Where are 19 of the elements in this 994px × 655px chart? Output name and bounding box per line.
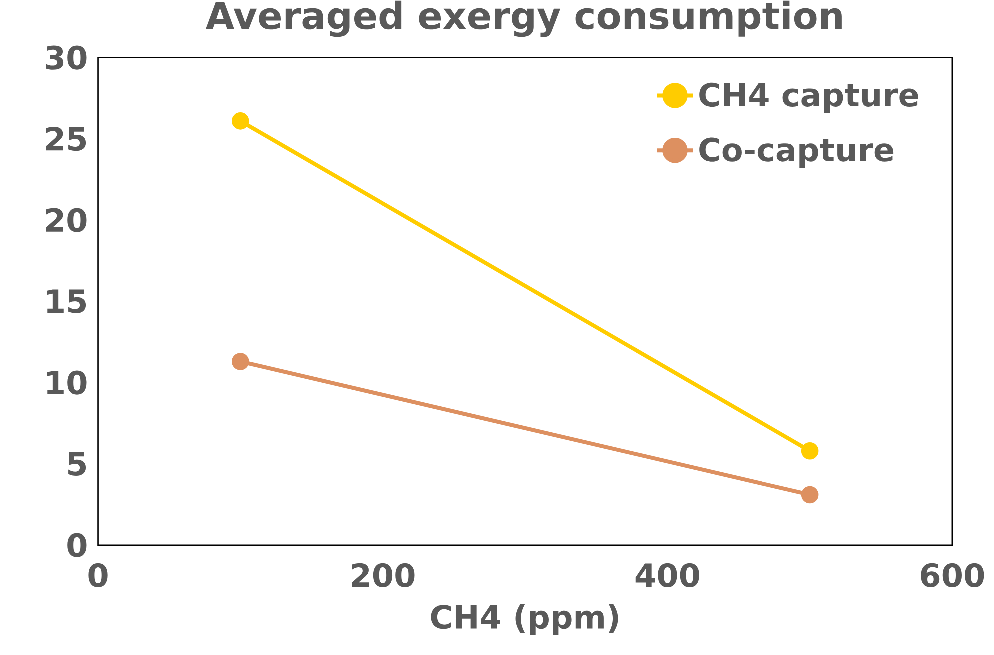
legend-label: CH4 capture [700,82,918,114]
y-tick-label: 5 [68,452,86,476]
chart-title: Averaged exergy consumption [206,0,842,38]
y-tick-label: 15 [48,290,86,314]
y-tick-label: 10 [48,370,87,395]
x-tick-label: 600 [921,563,984,588]
y-tick-label: 0 [68,533,87,558]
x-tick-label: 0 [88,563,108,588]
x-tick-label: 400 [636,563,700,588]
y-tick-label: 25 [46,127,86,152]
x-axis-title: CH4 (ppm) [431,604,618,636]
x-tick-label: 200 [352,563,415,588]
point [801,442,819,460]
point [232,112,250,130]
point [801,486,819,504]
y-tick-label: 20 [46,208,87,232]
y-tick-label: 30 [46,46,87,70]
legend-label: Co-capture [700,138,894,168]
point [232,353,250,370]
